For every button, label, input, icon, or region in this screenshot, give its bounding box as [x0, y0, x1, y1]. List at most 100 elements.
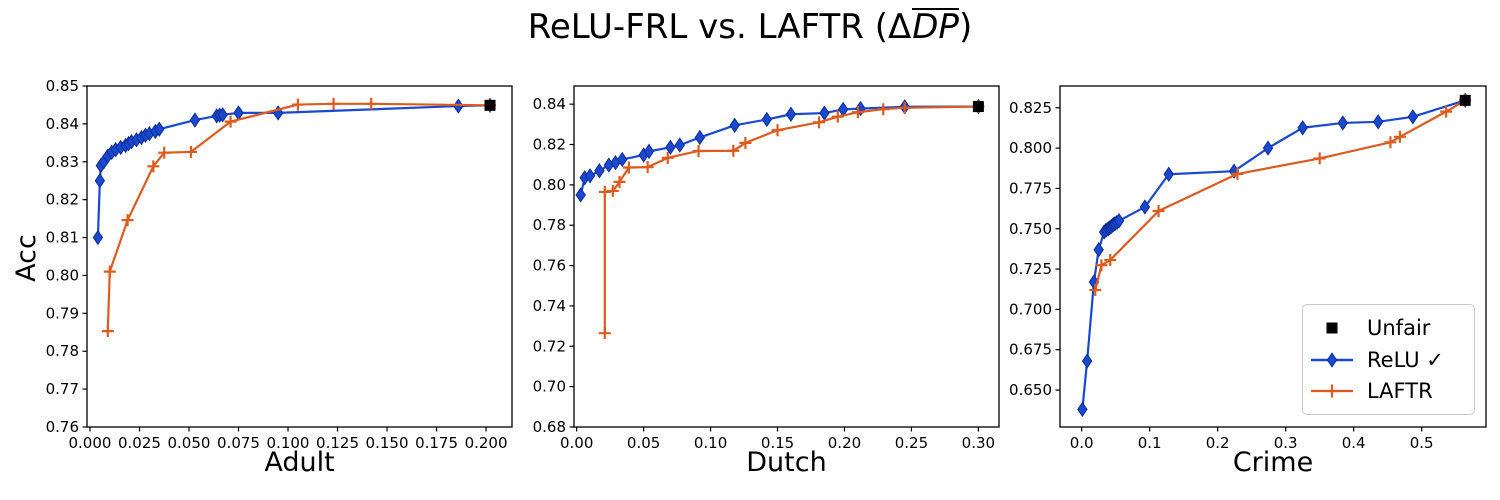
relu-line [96, 104, 491, 238]
laftr-marker [121, 214, 134, 227]
y-tick-label: 0.78 [533, 216, 566, 234]
laftr-line [603, 105, 979, 334]
legend-label-laftr: LAFTR [1367, 378, 1433, 403]
relu-marker [575, 187, 586, 203]
laftr-marker [224, 115, 237, 128]
laftr-marker [1089, 284, 1102, 297]
relu-marker [761, 111, 773, 128]
laftr-marker [641, 161, 654, 174]
y-tick-label: 0.84 [533, 95, 566, 113]
laftr-marker [1440, 105, 1453, 118]
laftr-line [1094, 99, 1466, 291]
legend-label-relu: ReLU ✓ [1367, 347, 1444, 372]
laftr-marker [813, 116, 826, 129]
y-tick-label: 0.775 [1009, 179, 1052, 197]
y-tick-label: 0.81 [46, 229, 79, 247]
laftr-marker [598, 327, 611, 340]
x-tick-label: 0.1 [1138, 434, 1162, 452]
relu-marker [1113, 212, 1125, 229]
square-marker-icon [1326, 322, 1338, 334]
laftr-marker [831, 110, 844, 123]
y-tick-label: 0.79 [46, 304, 79, 322]
y-tick-label: 0.650 [1009, 381, 1052, 399]
y-tick-label: 0.85 [46, 77, 79, 95]
laftr-marker [692, 144, 705, 157]
relu-marker [729, 117, 740, 134]
relu-marker [1081, 353, 1093, 369]
relu-marker [154, 121, 165, 137]
relu-marker [674, 137, 685, 153]
x-tick-label: 0.3 [1274, 434, 1298, 452]
relu-marker [643, 143, 655, 160]
laftr-marker [898, 101, 911, 114]
relu-marker [1372, 114, 1384, 130]
unfair-marker [972, 101, 984, 113]
relu-marker [785, 106, 797, 122]
y-tick-label: 0.800 [1009, 139, 1052, 157]
x-tick-label: 0.20 [828, 434, 861, 452]
y-tick-label: 0.76 [46, 418, 79, 436]
y-tick-label: 0.83 [46, 153, 79, 171]
axes-box [573, 85, 1000, 428]
laftr-marker [1152, 205, 1165, 218]
legend-item-relu: ReLU ✓ [1309, 348, 1466, 372]
figure-title: ReLU-FRL vs. LAFTR (ΔDP) [0, 7, 1500, 48]
diamond-marker-icon [1311, 351, 1353, 368]
relu-marker [594, 163, 605, 179]
laftr-marker [1095, 259, 1108, 272]
x-tick-label: 0.15 [761, 434, 794, 452]
relu-marker [1262, 140, 1274, 156]
x-tick-label: 0.100 [267, 434, 310, 452]
x-tick-label: 0.05 [627, 434, 660, 452]
laftr-marker [1313, 152, 1326, 165]
relu-marker [94, 173, 106, 189]
laftr-marker [851, 106, 864, 119]
relu-marker [1297, 120, 1308, 136]
y-tick-label: 0.82 [533, 136, 566, 154]
laftr-marker [613, 175, 626, 188]
x-tick-label: 0.2 [1206, 434, 1230, 452]
x-tick-label: 0.025 [118, 434, 161, 452]
laftr-marker [327, 97, 340, 110]
relu-marker [584, 168, 596, 184]
x-tick-label: 0.25 [895, 434, 928, 452]
relu-marker [819, 105, 830, 121]
relu-marker [1337, 115, 1349, 131]
xlabel-2: Crime [1232, 447, 1314, 478]
x-tick-label: 0.050 [168, 434, 211, 452]
x-tick-label: 0.075 [217, 434, 260, 452]
laftr-marker [158, 146, 171, 159]
laftr-marker [1104, 254, 1117, 267]
y-tick-label: 0.77 [46, 380, 79, 398]
relu-marker [92, 229, 104, 246]
xlabel-1: Dutch [746, 447, 827, 478]
laftr-marker [661, 151, 674, 164]
xlabel-0: Adult [264, 447, 335, 478]
y-tick-label: 0.725 [1009, 260, 1052, 278]
relu-marker [1407, 109, 1419, 125]
x-tick-label: 0.175 [415, 434, 458, 452]
laftr-marker [101, 325, 114, 338]
relu-marker [1077, 401, 1088, 418]
x-tick-label: 0.4 [1342, 434, 1366, 452]
relu-marker [1163, 166, 1174, 182]
laftr-marker [1393, 130, 1406, 143]
y-tick-label: 0.78 [46, 342, 79, 360]
laftr-marker [877, 103, 890, 116]
relu-marker [453, 98, 464, 114]
legend-item-laftr: LAFTR [1309, 379, 1466, 403]
y-tick-label: 0.68 [533, 418, 566, 436]
laftr-marker [739, 136, 752, 149]
relu-marker [1093, 242, 1104, 258]
legend-label-unfair: Unfair [1367, 316, 1431, 341]
y-tick-label: 0.84 [46, 115, 79, 133]
title-close-paren: ) [958, 7, 973, 47]
relu-marker [617, 151, 628, 168]
y-tick-label: 0.76 [533, 257, 566, 275]
x-tick-label: 0.200 [465, 434, 508, 452]
y-tick-label: 0.74 [533, 297, 566, 315]
axes-box [86, 85, 513, 428]
legend-item-unfair: Unfair [1309, 316, 1466, 340]
